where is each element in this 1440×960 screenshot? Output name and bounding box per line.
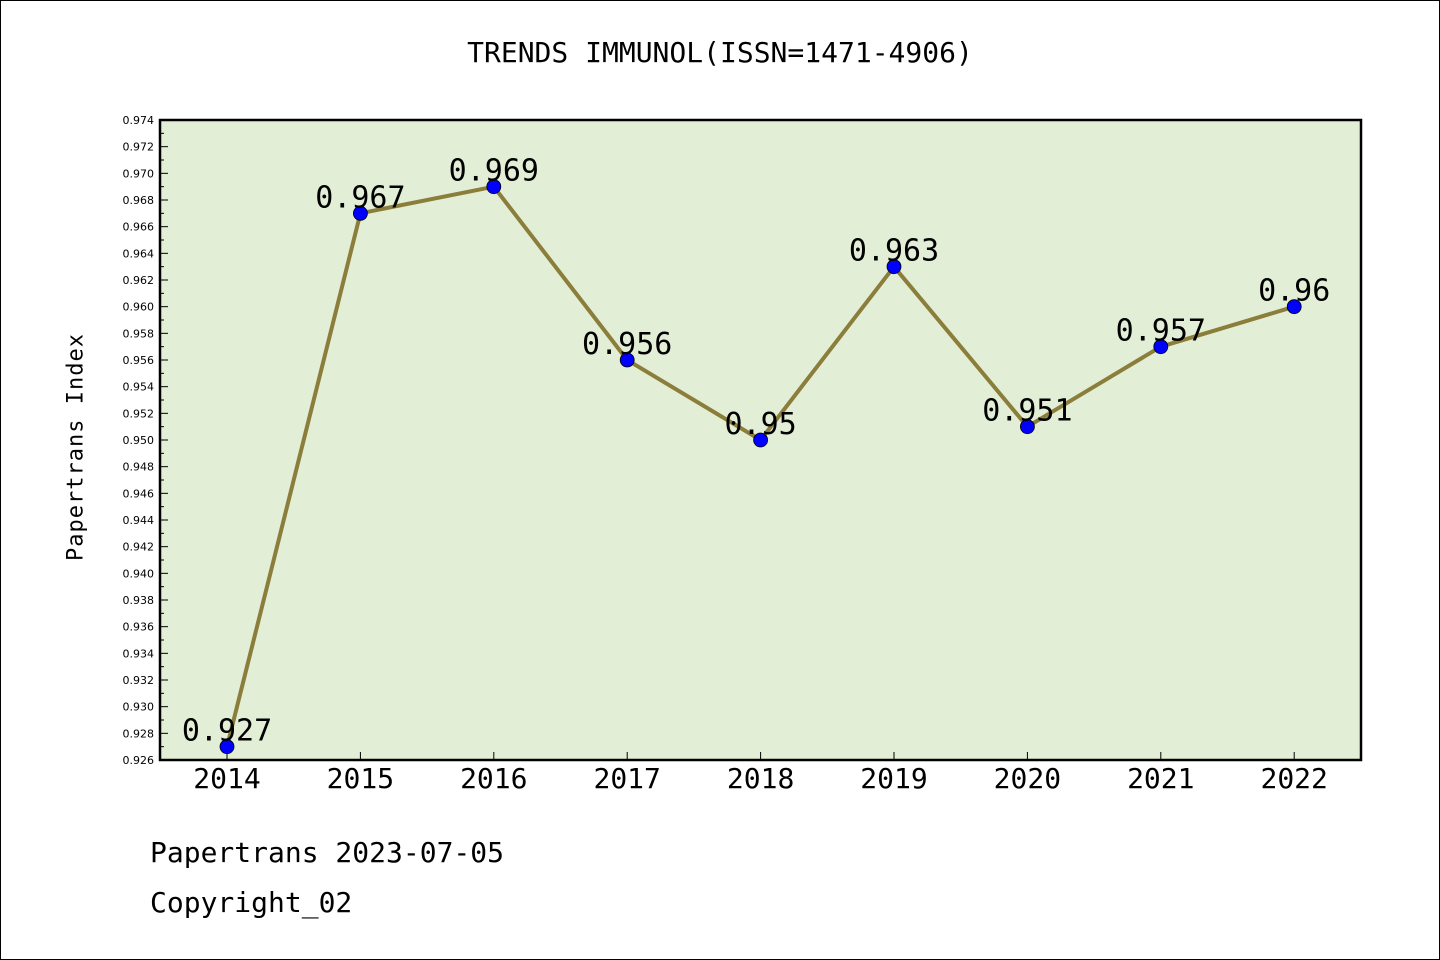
y-tick-label-9: 0.944 (123, 514, 155, 527)
y-tick-label-12: 0.950 (123, 434, 155, 447)
data-label-2017: 0.956 (582, 327, 672, 362)
y-tick-label-23: 0.972 (123, 141, 155, 154)
y-tick-label-11: 0.948 (123, 461, 155, 474)
y-tick-label-13: 0.952 (123, 407, 155, 420)
x-tick-label-2018: 2018 (727, 762, 794, 795)
chart-title: TRENDS IMMUNOL(ISSN=1471-4906) (467, 36, 973, 69)
x-tick-label-2016: 2016 (460, 762, 527, 795)
x-tick-label-2015: 2015 (327, 762, 394, 795)
data-label-2021: 0.957 (1116, 314, 1206, 349)
y-tick-label-17: 0.960 (123, 301, 155, 314)
y-tick-label-15: 0.956 (123, 354, 155, 367)
y-tick-label-16: 0.958 (123, 327, 155, 340)
y-tick-label-14: 0.954 (123, 381, 155, 394)
y-tick-label-22: 0.970 (123, 167, 155, 180)
y-tick-label-4: 0.934 (123, 647, 155, 660)
y-axis-ticks: 0.926 0.928 0.930 0.932 0.934 0.936 0.938 0.940… (123, 114, 168, 767)
data-point-2020 (1020, 419, 1035, 435)
x-tick-label-2020: 2020 (994, 762, 1061, 795)
series-markers (219, 179, 1302, 755)
x-tick-label-2021: 2021 (1127, 762, 1194, 795)
data-label-2018: 0.95 (724, 407, 796, 442)
data-label-2016: 0.969 (449, 154, 539, 189)
y-tick-label-20: 0.966 (123, 221, 155, 234)
y-tick-label-0: 0.926 (123, 754, 155, 767)
y-tick-label-19: 0.964 (123, 247, 155, 260)
x-tick-label-2017: 2017 (593, 762, 660, 795)
y-tick-label-10: 0.946 (123, 487, 155, 500)
x-tick-label-2019: 2019 (860, 762, 927, 795)
data-label-2022: 0.96 (1258, 274, 1330, 309)
data-point-2017 (619, 352, 635, 368)
x-tick-label-2022: 2022 (1260, 762, 1327, 795)
y-tick-label-7: 0.940 (123, 567, 155, 580)
y-tick-label-6: 0.938 (123, 594, 155, 607)
footer-source: Papertrans 2023-07-05 (150, 836, 505, 869)
y-tick-label-3: 0.932 (123, 674, 155, 687)
y-tick-label-8: 0.942 (123, 541, 155, 554)
data-label-2020: 0.951 (982, 394, 1072, 429)
y-tick-label-21: 0.968 (123, 194, 155, 207)
data-point-2022 (1286, 299, 1302, 315)
y-tick-label-5: 0.936 (123, 621, 155, 634)
data-point-2015 (352, 205, 368, 221)
data-label-2019: 0.963 (849, 234, 939, 269)
data-labels: 0.927 0.967 0.969 0.956 0.95 0.963 0.951 0.957 0… (182, 154, 1330, 749)
data-label-2015: 0.967 (315, 180, 405, 215)
x-axis-ticks: 2014 2015 2016 2017 2018 2019 2020 2021 2022 (193, 752, 1328, 795)
y-tick-label-24: 0.974 (123, 114, 155, 127)
y-tick-label-1: 0.928 (123, 727, 155, 740)
y-tick-label-18: 0.962 (123, 274, 155, 287)
data-point-2016 (486, 179, 502, 195)
data-point-2019 (886, 259, 902, 275)
x-tick-label-2014: 2014 (193, 762, 260, 795)
y-tick-label-2: 0.930 (123, 701, 155, 714)
footer-copyright: Copyright_02 (150, 886, 353, 919)
data-point-2018 (753, 432, 768, 448)
data-point-2021 (1153, 339, 1169, 355)
data-label-2014: 0.927 (182, 714, 272, 749)
data-point-2014 (219, 739, 235, 755)
